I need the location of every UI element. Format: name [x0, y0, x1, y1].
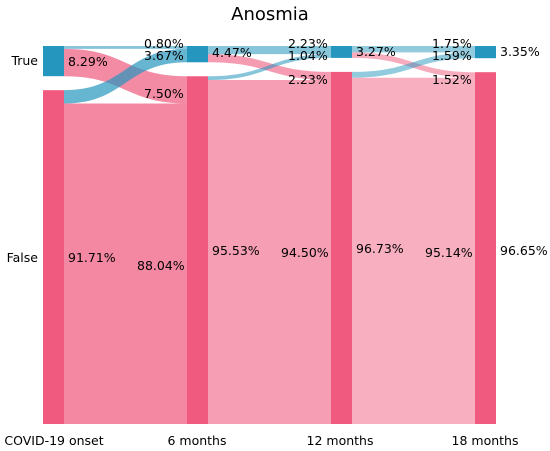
- flow-label-ft-0: 3.67%: [144, 48, 184, 63]
- node-label-false-1: 95.53%: [212, 243, 260, 258]
- node-label-false-0: 91.71%: [68, 250, 116, 265]
- flow-true-to-true-0: [64, 46, 187, 49]
- flow-false-to-false-2: [352, 77, 475, 425]
- state-label-true: True: [10, 53, 38, 68]
- flow-label-ff-2: 95.14%: [425, 245, 473, 260]
- flow-label-ff-1: 94.50%: [281, 245, 329, 260]
- flow-false-to-false-0: [64, 103, 187, 425]
- state-label-false: False: [7, 250, 39, 265]
- flow-label-tf-1: 2.23%: [288, 72, 328, 87]
- node-false-1: [187, 76, 208, 424]
- node-label-false-2: 96.73%: [356, 241, 404, 256]
- x-label-12-months: 12 months: [307, 433, 374, 448]
- flow-label-tf-2: 1.52%: [432, 72, 472, 87]
- node-true-2: [331, 46, 352, 58]
- x-label-onset: COVID-19 onset: [4, 433, 103, 448]
- flow-label-ft-1: 1.04%: [288, 48, 328, 63]
- node-label-true-3: 3.35%: [500, 44, 540, 59]
- node-label-false-3: 96.65%: [500, 243, 548, 258]
- node-true-0: [43, 46, 64, 77]
- flow-label-ft-2: 1.59%: [432, 48, 472, 63]
- node-false-0: [43, 90, 64, 424]
- flow-label-tf-0: 7.50%: [144, 86, 184, 101]
- node-false-3: [475, 72, 496, 424]
- flow-false-to-true-0: [64, 48, 187, 104]
- flow-label-tt-1: 2.23%: [288, 36, 328, 51]
- flow-label-ff-0: 88.04%: [137, 258, 185, 273]
- node-false-2: [331, 71, 352, 424]
- node-label-true-2: 3.27%: [356, 44, 396, 59]
- flow-false-to-true-1: [208, 54, 331, 81]
- value-labels: 8.29% 91.71% 4.47% 95.53% 3.27% 96.73% 3.35% 96…: [68, 36, 548, 273]
- flow-bands: [64, 46, 475, 425]
- flow-label-tt-2: 1.75%: [432, 36, 472, 51]
- flow-label-tt-0: 0.80%: [144, 36, 184, 51]
- flow-true-to-true-1: [208, 46, 331, 55]
- flow-false-to-true-2: [352, 52, 475, 78]
- flow-true-to-true-2: [352, 46, 475, 53]
- node-label-true-0: 8.29%: [68, 54, 108, 69]
- node-true-3: [475, 46, 496, 59]
- node-true-1: [187, 46, 208, 63]
- node-label-true-1: 4.47%: [212, 45, 252, 60]
- node-bars: [43, 46, 496, 424]
- x-label-6-months: 6 months: [167, 433, 226, 448]
- x-label-18-months: 18 months: [452, 433, 519, 448]
- flow-false-to-false-1: [208, 80, 331, 425]
- chart-title: Anosmia: [231, 4, 309, 25]
